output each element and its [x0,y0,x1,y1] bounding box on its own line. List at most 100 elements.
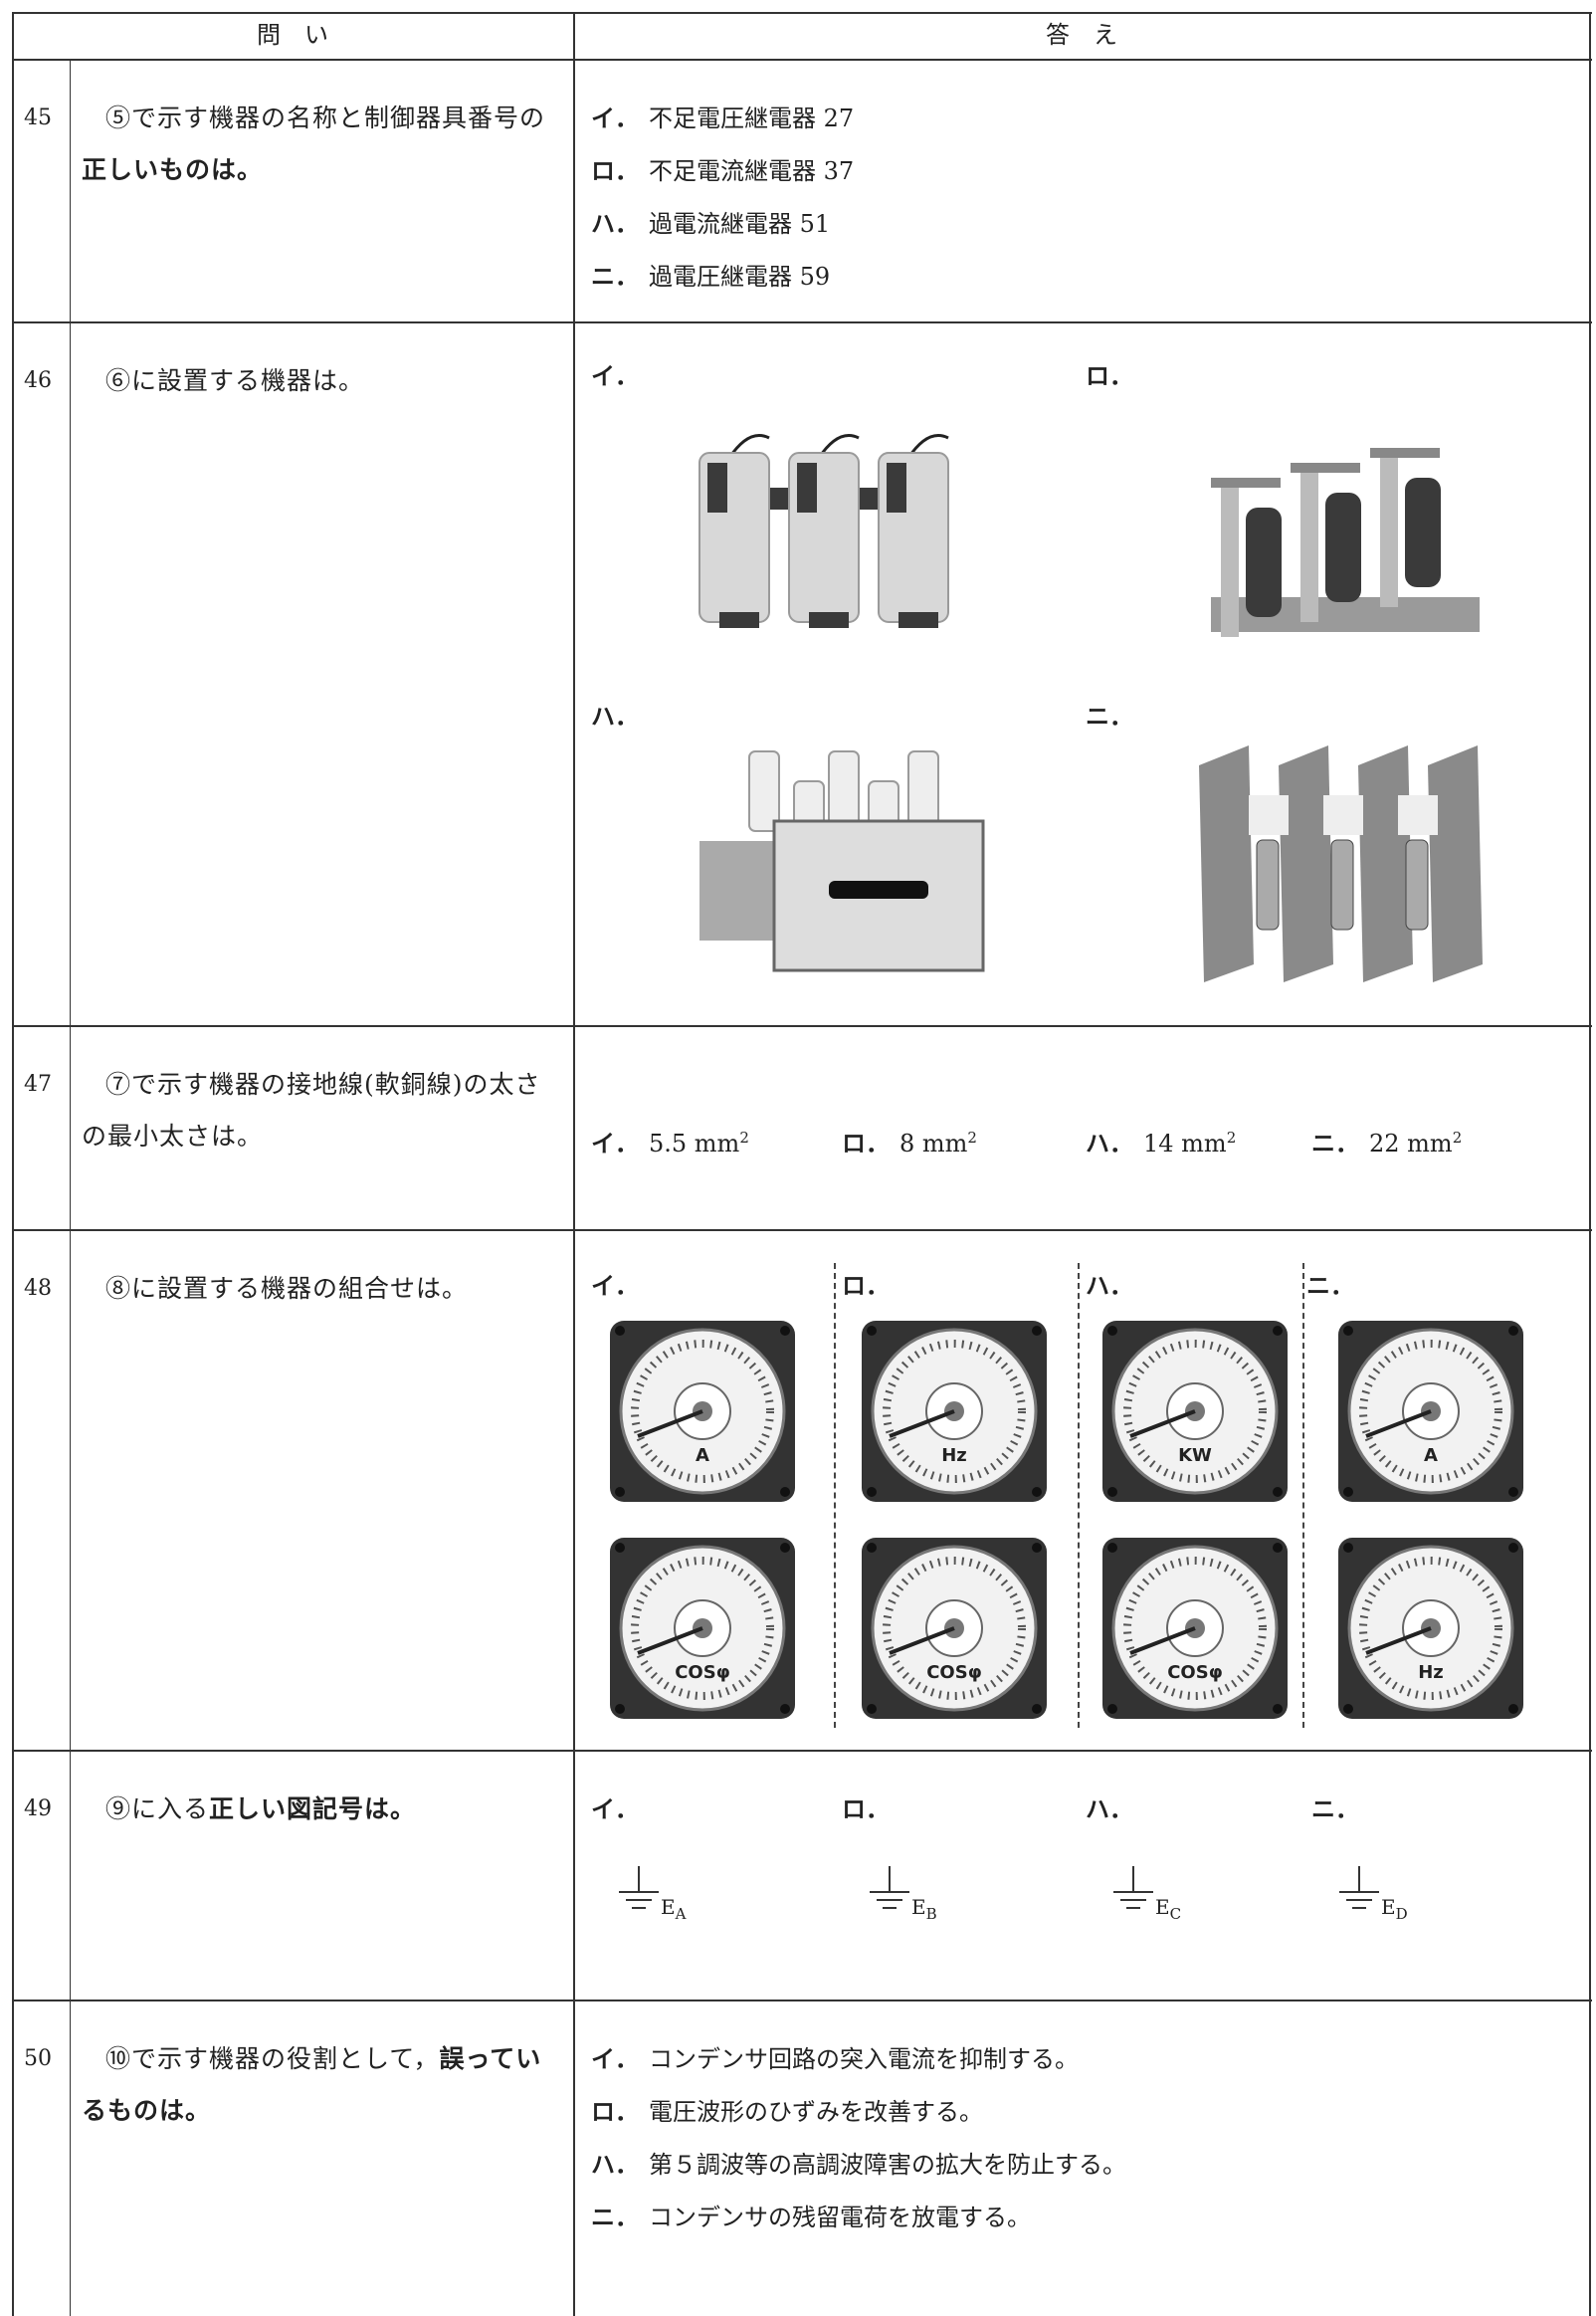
table-border [12,59,1592,61]
answer-option: ロ． 8 mm2 [842,1123,977,1158]
question-number: 47 [24,1072,52,1097]
symbol-label: ED [1381,1892,1408,1929]
symbol-subscript: A [675,1905,687,1923]
option-label: ハ． [591,703,639,731]
option-label: ハ． [1086,1795,1133,1823]
dashed-divider [1078,1263,1080,1728]
question-number: 49 [24,1796,52,1821]
question-number: 46 [24,368,52,393]
option-label: ハ． [591,210,639,238]
device-photo [698,434,949,628]
option-text: コンデンサの残留電荷を放電する。 [649,2204,1031,2231]
symbol-letter: E [1381,1895,1396,1919]
meter-unit: Hz [1418,1662,1444,1683]
answer-option: ハ． 過電流継電器 51 [591,209,830,239]
ground-symbol [1113,1866,1153,1909]
meter-photo: COSφ [1102,1538,1288,1719]
meter-unit: COSφ [675,1662,730,1683]
row-border [12,1750,1592,1752]
answer-option: ロ． 電圧波形のひずみを改善する。 [591,2097,983,2127]
option-text: 14 mm [1143,1130,1227,1158]
option-label: イ． [591,1272,639,1300]
table-border [12,12,14,2316]
question-text: ⑧に設置する機器の組合せは。 [82,1263,565,1315]
option-label: ハ． [1086,1130,1133,1158]
meter-unit: Hz [941,1445,967,1466]
meter-photo: A [610,1321,795,1502]
option-text: 不足電流継電器 37 [649,157,855,185]
ground-symbol [870,1866,909,1909]
option-text: 22 mm [1369,1130,1453,1158]
option-label: ニ． [1086,703,1133,731]
option-label: ロ． [591,2098,639,2126]
option-text: 不足電圧継電器 27 [649,105,855,132]
symbol-subscript: D [1395,1905,1408,1923]
answer-option: ロ． 不足電流継電器 37 [591,156,854,186]
answer-option: ニ． コンデンサの残留電荷を放電する。 [591,2203,1031,2232]
option-text: 8 mm [899,1130,968,1158]
question-emphasis: 正しい図記号は。 [209,1794,417,1823]
option-text: 過電圧継電器 59 [649,263,831,291]
option-label: ニ． [1311,1795,1359,1823]
option-superscript: 2 [1226,1129,1237,1147]
option-label: ロ． [842,1272,890,1300]
answer-option: ハ． 第５調波等の高調波障害の拡大を防止する。 [591,2150,1126,2180]
option-text: 過電流継電器 51 [649,210,831,238]
question-number: 50 [24,2046,52,2071]
device-photo [699,750,985,972]
option-label: イ． [591,2045,639,2073]
question-text-part: ⑨に入る [105,1794,210,1823]
option-label: ハ． [1086,1272,1133,1300]
question-number: 45 [24,105,52,130]
answer-option: ニ． 過電圧継電器 59 [591,262,830,292]
table-border [1589,12,1591,2316]
header-answer: 答 え [1046,21,1117,49]
answer-option: ハ． 14 mm2 [1086,1123,1236,1158]
question-emphasis: 誤っているものは。 [82,2044,542,2125]
option-label: ロ． [1086,362,1133,390]
header-question: 問 い [257,21,328,49]
device-photo [1199,745,1483,982]
option-text: コンデンサ回路の突入電流を抑制する。 [649,2045,1079,2073]
symbol-label: EA [661,1892,686,1929]
meter-unit: A [696,1445,709,1466]
row-border [12,1025,1592,1027]
option-superscript: 2 [739,1129,749,1147]
question-text: ⑦で示す機器の接地線(軟銅線)の太さの最小太さは。 [82,1059,565,1162]
answer-option: イ． 5.5 mm2 [591,1123,749,1158]
option-label: イ． [591,362,639,390]
meter-unit: COSφ [1167,1662,1223,1683]
question-number: 48 [24,1276,52,1301]
table-border [70,59,71,2316]
symbol-subscript: C [1169,1905,1182,1923]
meter-photo: Hz [1338,1538,1523,1719]
symbol-letter: E [1155,1895,1170,1919]
symbol-subscript: B [925,1905,937,1923]
meter-photo: COSφ [862,1538,1047,1719]
option-text: 電圧波形のひずみを改善する。 [649,2098,983,2126]
option-label: ロ． [842,1795,890,1823]
symbol-letter: E [911,1895,926,1919]
option-text: 第５調波等の高調波障害の拡大を防止する。 [649,2151,1126,2179]
meter-unit: COSφ [926,1662,982,1683]
question-text-part: ⑥に設置する機器は。 [105,366,365,395]
question-text: ⑥に設置する機器は。 [82,355,565,407]
option-label: ニ． [591,263,639,291]
answer-option: イ． 不足電圧継電器 27 [591,104,854,133]
answer-option: ニ． 22 mm2 [1311,1123,1462,1158]
question-text-part: ⑧に設置する機器の組合せは。 [105,1274,469,1303]
dashed-divider [834,1263,836,1728]
meter-photo: Hz [862,1321,1047,1502]
option-label: ニ． [591,2204,639,2231]
table-border [573,12,575,2316]
option-text: 5.5 mm [649,1130,740,1158]
ground-symbol [1339,1866,1379,1909]
symbol-label: EC [1155,1892,1181,1929]
meter-photo: COSφ [610,1538,795,1719]
symbol-letter: E [661,1895,676,1919]
meter-unit: A [1424,1445,1438,1466]
symbol-label: EB [911,1892,937,1929]
question-text: ⑤で示す機器の名称と制御器具番号の正しいものは。 [82,93,565,196]
option-superscript: 2 [967,1129,977,1147]
option-label: ロ． [842,1130,890,1158]
